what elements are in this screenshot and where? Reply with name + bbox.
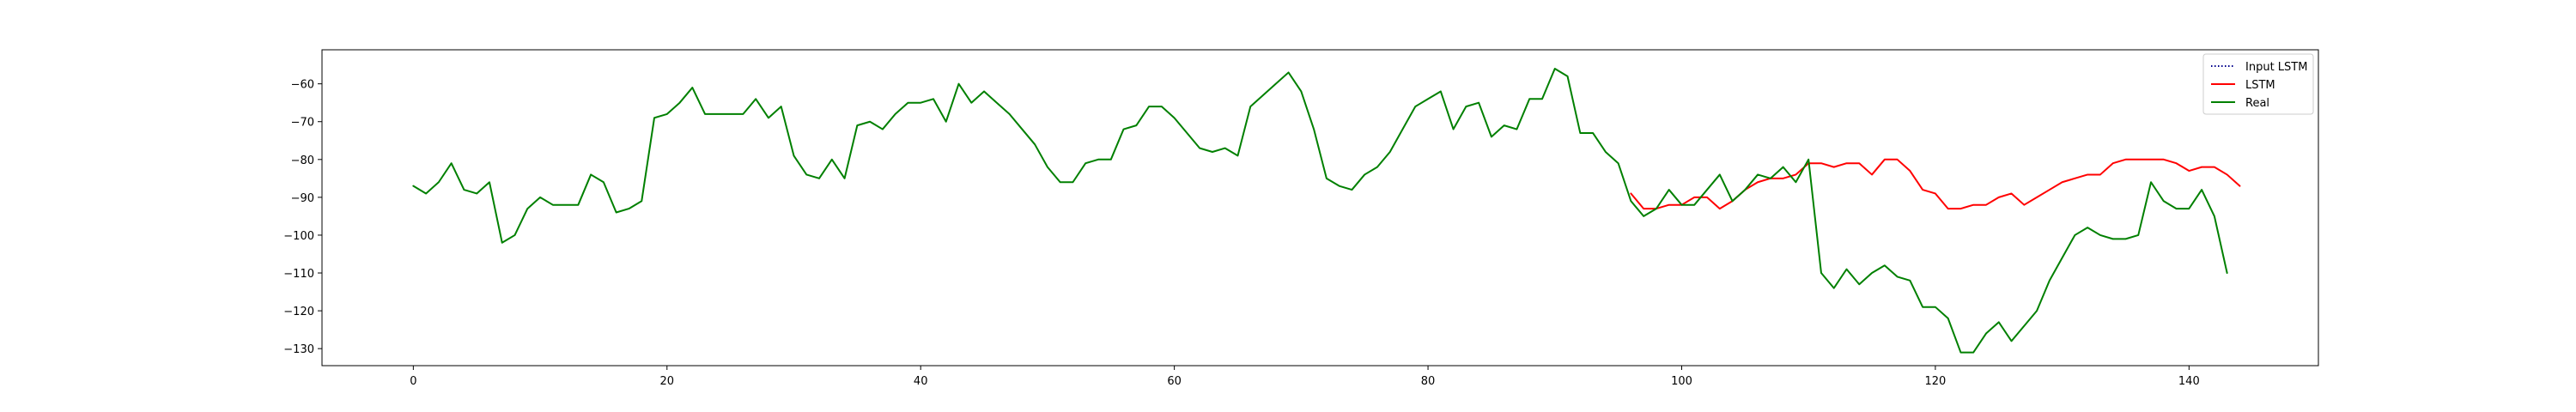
x-tick-label: 80 <box>1421 375 1436 388</box>
x-tick-label: 40 <box>914 375 928 388</box>
legend-box <box>2202 53 2314 115</box>
legend-label: LSTM <box>2245 79 2275 92</box>
y-tick-label: −60 <box>291 79 314 92</box>
legend-items: Input LSTM LSTM Real <box>2211 61 2307 110</box>
x-axis: 0 20 40 60 80 100 120 140 <box>410 366 2200 388</box>
x-tick-label: 60 <box>1167 375 1182 388</box>
x-tick-label: 100 <box>1671 375 1692 388</box>
series-line-real <box>412 68 2228 354</box>
y-tick-label: −130 <box>283 343 314 356</box>
axes-frame <box>321 49 2319 367</box>
y-tick-label: −70 <box>291 117 314 130</box>
plot-area: 0 20 40 60 80 100 120 140 −130 −120 −110 −100 −90 −8… <box>283 49 2319 388</box>
y-tick-label: −100 <box>283 230 314 243</box>
x-tick-label: 120 <box>1924 375 1946 388</box>
y-tick-label: −90 <box>291 192 314 205</box>
y-tick-label: −120 <box>283 306 314 318</box>
legend-label: Real <box>2245 97 2269 110</box>
x-tick-label: 140 <box>2178 375 2200 388</box>
legend: Input LSTM LSTM Real <box>2202 53 2314 115</box>
legend-label: Input LSTM <box>2245 61 2307 74</box>
x-tick-label: 20 <box>660 375 675 388</box>
x-tick-label: 0 <box>410 375 416 388</box>
y-tick-label: −110 <box>283 268 314 281</box>
y-axis: −130 −120 −110 −100 −90 −80 −70 −60 <box>283 79 322 356</box>
y-tick-label: −80 <box>291 154 314 167</box>
series-layer <box>412 68 2241 354</box>
series-line-lstm <box>1630 158 2241 210</box>
